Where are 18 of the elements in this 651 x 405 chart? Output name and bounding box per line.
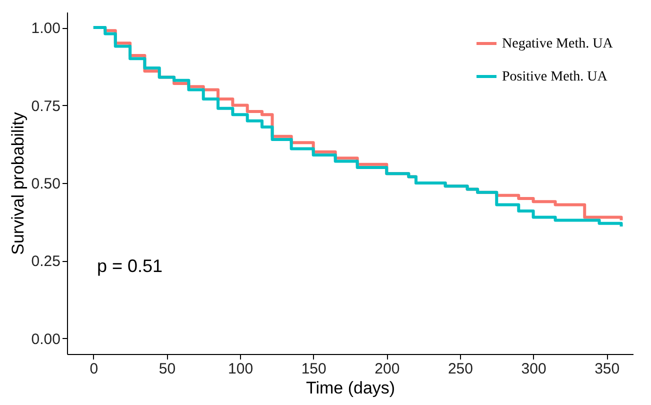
x-axis-title: Time (days) — [306, 378, 396, 398]
legend-label: Positive Meth. UA — [502, 70, 608, 84]
x-tick-label: 50 — [158, 360, 176, 378]
y-tick-label: 0.75 — [31, 98, 60, 115]
y-tick-label: 0.00 — [31, 330, 60, 348]
y-axis-title: Survival probability — [8, 112, 28, 255]
x-tick-label: 250 — [448, 360, 473, 378]
y-tick-label: 1.00 — [31, 20, 60, 38]
y-tick-label: 0.50 — [31, 176, 60, 192]
x-tick-label: 100 — [228, 360, 254, 378]
annotation: p = 0.51 — [97, 256, 163, 276]
x-tick-label: 200 — [374, 360, 400, 378]
legend-label: Negative Meth. UA — [502, 36, 614, 52]
x-tick-label: 150 — [301, 360, 326, 378]
x-tick-label: 300 — [521, 360, 546, 378]
x-tick-label: 350 — [594, 360, 620, 378]
x-tick-label: 0 — [90, 360, 98, 378]
y-tick-label: 0.25 — [31, 253, 60, 270]
